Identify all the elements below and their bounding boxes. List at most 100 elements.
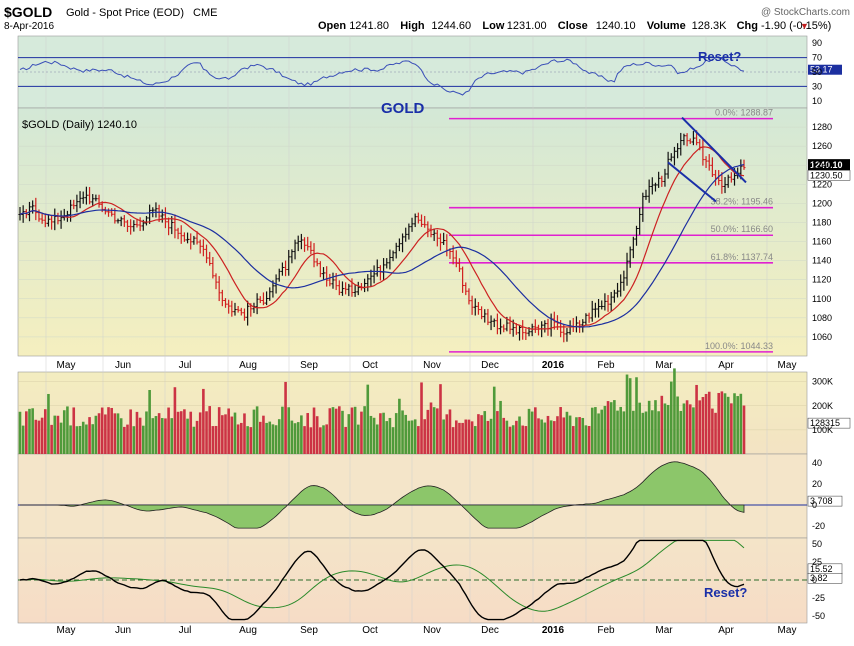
volume-bar: [692, 407, 695, 454]
volume-bar: [609, 402, 613, 454]
volume-bar: [448, 409, 452, 454]
volume-bar: [480, 415, 483, 454]
volume-bar: [603, 405, 607, 454]
volume-bar: [508, 426, 512, 454]
volume-bar: [568, 415, 572, 454]
volume-bar: [306, 413, 310, 454]
volume-bar: [666, 404, 670, 454]
volume-bar: [382, 412, 385, 454]
slow-moving-average: [19, 163, 745, 328]
volume-bar: [300, 415, 303, 454]
fib-level-label: 38.2%: 1195.46: [711, 197, 773, 207]
volume-bar: [417, 426, 420, 454]
volume-bar: [483, 411, 487, 454]
volume-bar: [375, 424, 379, 454]
volume-bar: [707, 391, 711, 454]
volume-bar: [540, 419, 543, 454]
volume-bar: [91, 424, 95, 454]
volume-bar: [123, 426, 126, 454]
month-label-bottom: Feb: [597, 625, 615, 636]
volume-bar: [303, 426, 306, 454]
volume-bar: [25, 411, 28, 454]
volume-bar: [179, 411, 183, 454]
volume-bar: [581, 417, 585, 454]
volume-bar: [202, 388, 205, 454]
quote-value: 1241.80: [349, 20, 389, 32]
volume-bar: [606, 401, 610, 454]
rsi-tick-label: 90: [812, 38, 822, 48]
month-label-bottom: Jul: [179, 625, 192, 636]
volume-bar: [350, 407, 354, 454]
month-label-bottom: Jun: [115, 625, 131, 636]
month-label-top: May: [778, 360, 797, 371]
volume-bar: [18, 411, 22, 454]
volume-bar: [521, 425, 524, 454]
volume-bar: [176, 411, 180, 454]
volume-bar: [720, 391, 724, 454]
volume-bar: [195, 420, 199, 454]
volume-bar: [94, 415, 98, 454]
volume-bar: [413, 419, 417, 454]
volume-bar: [287, 407, 291, 454]
month-label-bottom: May: [57, 625, 76, 636]
volume-bar: [647, 400, 651, 454]
symbol-name: Gold - Spot Price (EOD): [66, 7, 184, 19]
volume-bar: [363, 406, 366, 454]
volume-bar: [688, 404, 692, 454]
price-tick-label: 1080: [812, 313, 832, 323]
volume-bar: [423, 419, 426, 454]
volume-bar: [72, 407, 76, 454]
price-tick-label: 1060: [812, 332, 832, 342]
volume-bar: [404, 414, 408, 454]
gold-annotation: GOLD: [381, 100, 424, 117]
price-tick-label: 1240: [812, 160, 832, 170]
volume-bar: [657, 411, 660, 454]
volume-bar: [701, 397, 705, 454]
volume-bar: [107, 407, 110, 454]
volume-bar: [277, 419, 281, 454]
fib-level-label: 50.0%: 1166.60: [711, 224, 773, 234]
macd-last-tag: [807, 572, 843, 584]
volume-bar: [464, 419, 468, 454]
volume-bar: [736, 396, 739, 454]
volume-bar: [632, 410, 635, 454]
volume-bar: [69, 425, 72, 454]
volume-bar: [338, 406, 341, 454]
volume-bar: [461, 422, 464, 454]
volume-bar: [622, 411, 626, 454]
volume-bar: [486, 420, 490, 454]
volume-bar: [148, 390, 151, 454]
volume-bar: [432, 407, 436, 454]
volume-bar: [274, 425, 278, 454]
volume-bar: [43, 409, 47, 454]
month-label-top: May: [57, 360, 76, 371]
volume-bar: [388, 417, 392, 454]
reset-annotation-bottom: Reset?: [704, 585, 747, 600]
month-label-bottom: 2016: [542, 625, 565, 636]
month-label-top: Sep: [300, 360, 318, 371]
volume-bar: [556, 416, 559, 454]
volume-bar: [360, 411, 363, 454]
volume-bar: [271, 424, 275, 454]
volume-bar: [312, 407, 316, 454]
volume-bar: [97, 413, 101, 454]
volume-bar: [236, 424, 240, 454]
volume-bar: [742, 405, 746, 454]
volume-bar: [644, 411, 648, 454]
rsi-line: [19, 56, 745, 96]
volume-bar: [214, 425, 218, 454]
volume-bar: [227, 408, 230, 454]
volume-bar: [679, 410, 683, 454]
chart-date: 8-Apr-2016: [4, 21, 54, 32]
volume-bar: [537, 418, 540, 454]
price-last-value: 1240.10: [810, 160, 843, 170]
volume-bar: [334, 408, 338, 454]
volume-bar: [21, 425, 25, 454]
volume-bar: [559, 407, 562, 454]
volume-bar: [616, 410, 619, 454]
volume-bar: [198, 412, 202, 454]
volume-bar: [733, 393, 736, 454]
macd-tick-label: 0: [812, 575, 817, 585]
